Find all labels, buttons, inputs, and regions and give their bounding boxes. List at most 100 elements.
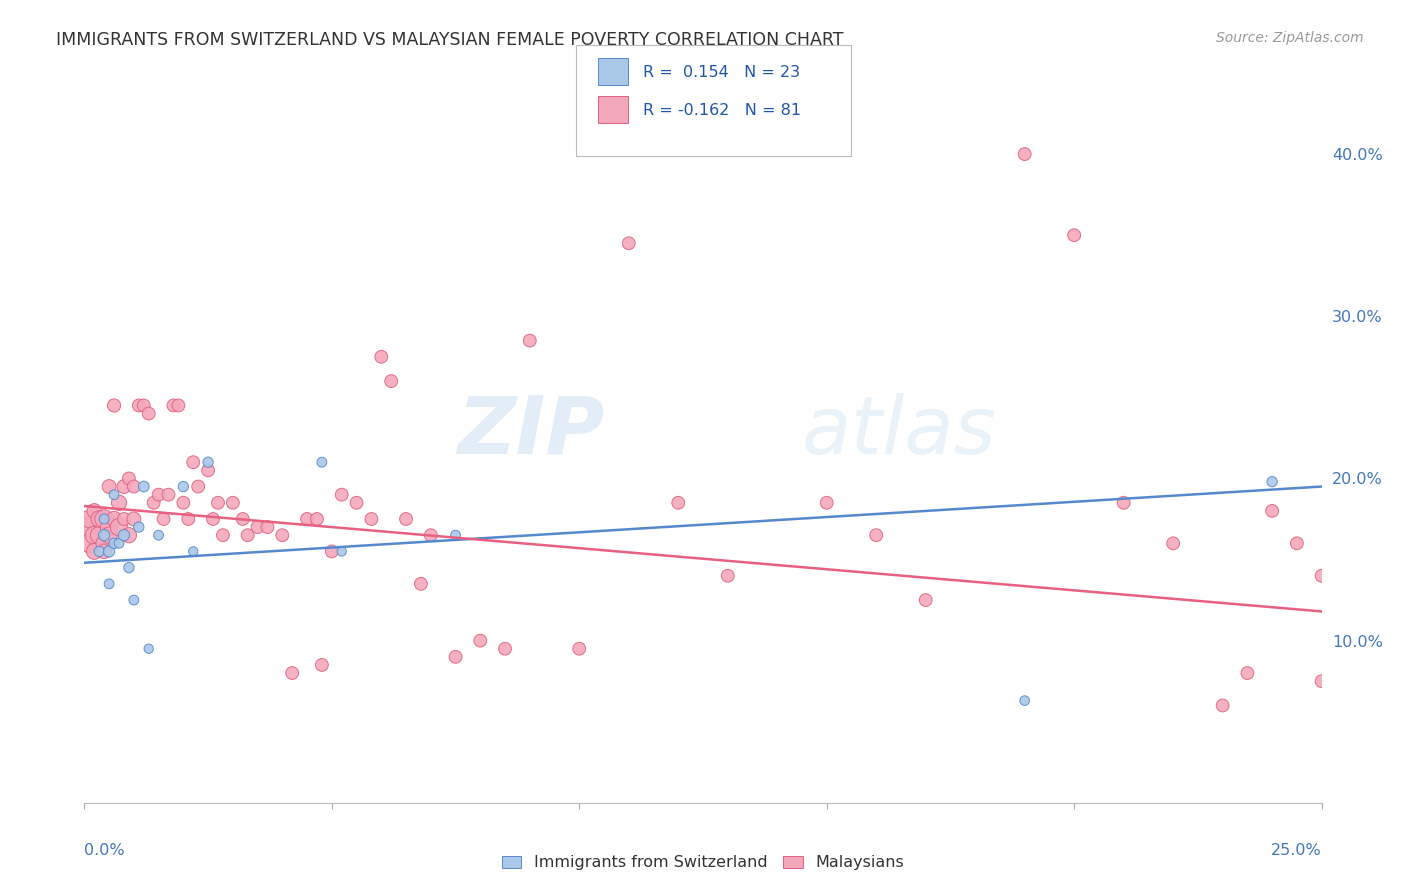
Point — [666, 496, 689, 510]
Point — [1261, 475, 1284, 489]
Point — [103, 488, 125, 502]
Point — [172, 479, 194, 493]
Point — [128, 520, 150, 534]
Text: IMMIGRANTS FROM SWITZERLAND VS MALAYSIAN FEMALE POVERTY CORRELATION CHART: IMMIGRANTS FROM SWITZERLAND VS MALAYSIAN… — [56, 31, 844, 49]
Legend: Immigrants from Switzerland, Malaysians: Immigrants from Switzerland, Malaysians — [495, 849, 911, 877]
Point — [138, 641, 160, 656]
Point — [93, 544, 115, 558]
Point — [108, 536, 131, 550]
Point — [212, 528, 235, 542]
Point — [103, 399, 125, 413]
Point — [346, 496, 368, 510]
Point — [232, 512, 254, 526]
Point — [444, 649, 467, 664]
Point — [89, 544, 111, 558]
Point — [395, 512, 418, 526]
Point — [122, 593, 145, 607]
Point — [79, 536, 101, 550]
Point — [1236, 666, 1258, 681]
Point — [112, 528, 135, 542]
Point — [83, 528, 105, 542]
Point — [1212, 698, 1234, 713]
Point — [181, 544, 204, 558]
Point — [93, 512, 115, 526]
Point — [256, 520, 278, 534]
Point — [79, 512, 101, 526]
Point — [470, 633, 492, 648]
Point — [108, 520, 131, 534]
Point — [112, 479, 135, 493]
Point — [118, 528, 141, 542]
Point — [98, 544, 121, 558]
Point — [112, 512, 135, 526]
Point — [202, 512, 225, 526]
Point — [142, 496, 165, 510]
Point — [1285, 536, 1308, 550]
Text: 0.0%: 0.0% — [84, 843, 125, 858]
Point — [419, 528, 441, 542]
Point — [98, 520, 121, 534]
Point — [89, 528, 111, 542]
Point — [93, 536, 115, 550]
Point — [236, 528, 259, 542]
Point — [1014, 693, 1036, 707]
Point — [865, 528, 887, 542]
Point — [89, 512, 111, 526]
Point — [83, 544, 105, 558]
Point — [271, 528, 294, 542]
Point — [1112, 496, 1135, 510]
Point — [118, 471, 141, 485]
Point — [1161, 536, 1184, 550]
Point — [118, 560, 141, 574]
Point — [128, 399, 150, 413]
Point — [187, 479, 209, 493]
Text: R =  0.154   N = 23: R = 0.154 N = 23 — [643, 65, 800, 79]
Point — [207, 496, 229, 510]
Point — [360, 512, 382, 526]
Text: ZIP: ZIP — [457, 392, 605, 471]
Point — [122, 512, 145, 526]
Point — [148, 528, 170, 542]
Point — [494, 641, 516, 656]
Point — [98, 479, 121, 493]
Point — [617, 236, 640, 251]
Point — [181, 455, 204, 469]
Point — [1261, 504, 1284, 518]
Point — [295, 512, 318, 526]
Point — [330, 488, 353, 502]
Point — [148, 488, 170, 502]
Point — [197, 455, 219, 469]
Point — [914, 593, 936, 607]
Point — [370, 350, 392, 364]
Point — [98, 577, 121, 591]
Point — [132, 399, 155, 413]
Point — [815, 496, 838, 510]
Point — [311, 657, 333, 672]
Point — [132, 479, 155, 493]
Point — [197, 463, 219, 477]
Point — [380, 374, 402, 388]
Point — [1310, 674, 1333, 689]
Point — [1310, 568, 1333, 582]
Text: atlas: atlas — [801, 392, 997, 471]
Text: Source: ZipAtlas.com: Source: ZipAtlas.com — [1216, 31, 1364, 45]
Text: R = -0.162   N = 81: R = -0.162 N = 81 — [643, 103, 800, 118]
Point — [717, 568, 740, 582]
Point — [321, 544, 343, 558]
Point — [281, 666, 304, 681]
Point — [330, 544, 353, 558]
Point — [152, 512, 174, 526]
Text: 25.0%: 25.0% — [1271, 843, 1322, 858]
Point — [108, 496, 131, 510]
Point — [1063, 228, 1085, 243]
Point — [246, 520, 269, 534]
Point — [162, 399, 184, 413]
Point — [103, 512, 125, 526]
Point — [519, 334, 541, 348]
Point — [311, 455, 333, 469]
Point — [305, 512, 328, 526]
Point — [93, 528, 115, 542]
Point — [93, 512, 115, 526]
Point — [177, 512, 200, 526]
Point — [172, 496, 194, 510]
